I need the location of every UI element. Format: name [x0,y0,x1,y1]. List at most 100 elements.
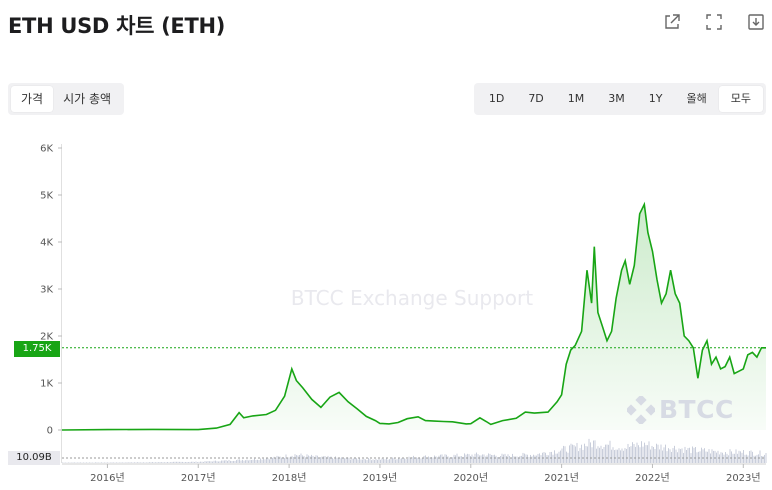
y-tick-label: 2K [40,332,53,343]
volume-bar [422,458,423,463]
volume-bar [641,441,642,463]
volume-bar [441,454,443,463]
price-area [62,204,766,430]
volume-bar [612,447,614,463]
volume-bar [246,459,248,463]
volume-bar [551,451,552,463]
volume-bar [377,459,378,463]
volume-bar [506,455,507,463]
volume-bar [708,449,710,463]
volume-bar [491,454,492,463]
volume-bar [456,453,458,463]
volume-bar [513,456,515,463]
volume-bar [405,459,407,463]
volume-bar [200,461,201,463]
y-axis: 0 1K 2K 3K 4K 5K 6K [40,144,62,463]
volume-bar [662,450,663,463]
volume-bar [225,460,227,463]
volume-bar [224,460,225,463]
range-1m[interactable]: 1M [567,92,585,105]
volume-bar [279,456,281,463]
volume-bar [531,456,533,463]
volume-bar [426,458,428,463]
volume-bar [375,458,377,463]
range-3m[interactable]: 3M [608,92,625,105]
volume-bar [534,455,536,463]
volume-bar [582,449,584,463]
volume-bar [339,458,341,463]
volume-bar [135,462,137,463]
volume-bar [305,457,306,463]
tab-price[interactable]: 가격 [11,86,54,112]
volume-bar [410,457,411,463]
volume-bar [267,458,269,463]
volume-bar [186,462,188,463]
volume-bar [701,447,702,463]
volume-bar [548,455,549,463]
fullscreen-icon[interactable] [704,12,724,32]
volume-bar [291,455,293,463]
range-ytd[interactable]: 올해 [686,92,707,105]
volume-bar [546,454,548,463]
volume-bar [372,459,374,463]
volume-bar [666,451,668,463]
download-icon[interactable] [746,12,766,32]
volume-bar [707,451,708,463]
volume-bar [147,462,149,463]
volume-bar [116,462,117,463]
volume-bar [536,455,537,463]
x-tick-label: 2017년 [181,472,216,484]
volume-bar [228,459,230,463]
x-tick-label: 2021년 [544,472,579,484]
volume-bar [354,457,356,463]
range-1y[interactable]: 1Y [648,92,663,105]
volume-bar [306,454,308,463]
volume-bar [120,462,122,463]
volume-bar [404,458,405,463]
volume-bar [765,453,767,463]
volume-bar [483,454,485,463]
y-tick-label: 3K [40,285,53,296]
volume-bar [324,455,326,463]
volume-bar [167,462,168,463]
volume-bar [573,445,575,463]
volume-bar [156,462,158,463]
volume-bar [251,460,252,463]
volume-bar [230,460,231,463]
volume-bar [413,455,414,463]
volume-bar [419,457,420,463]
y-tick-label: 5K [40,191,53,202]
volume-bar [686,449,687,463]
volume-bar [411,457,413,463]
volume-bar [216,461,218,463]
volume-bar [189,461,191,463]
volume-bar [761,456,762,463]
volume-bar [131,462,132,463]
range-1d[interactable]: 1D [488,92,505,105]
volume-bar [335,456,336,463]
volume-bar [737,453,738,463]
volume-bar [344,458,345,463]
volume-bar [759,450,761,463]
range-all[interactable]: 모두 [718,86,763,112]
volume-bar [428,456,429,463]
volume-bar [321,456,323,463]
volume-bar [293,456,294,463]
volume-bar [407,458,408,463]
volume-bar [134,462,135,463]
volume-bar [294,454,296,463]
volume-bar [729,449,731,463]
volume-bar [281,457,282,463]
volume-bar [702,449,704,463]
share-icon[interactable] [662,12,682,32]
volume-bar [599,447,600,463]
volume-bar [461,456,462,463]
volume-bar [744,454,746,463]
volume-bar [477,454,479,463]
tab-market-cap[interactable]: 시가 총액 [63,92,112,106]
x-tick-label: 2023년 [726,472,761,484]
volume-bar [353,458,354,463]
range-7d[interactable]: 7D [528,92,544,105]
volume-bar [462,456,464,463]
